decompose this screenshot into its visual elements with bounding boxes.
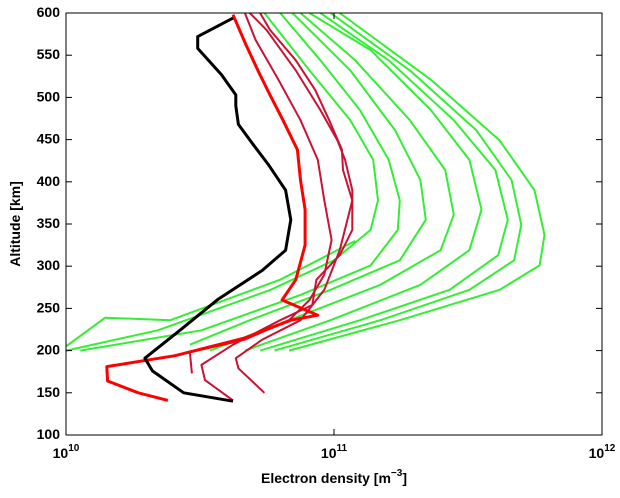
y-tick-label: 250 xyxy=(37,299,61,315)
profile-line xyxy=(200,13,354,402)
y-tick-label: 150 xyxy=(37,384,61,400)
y-tick-label: 500 xyxy=(37,88,61,104)
profile-line xyxy=(274,13,523,352)
y-axis-label: Altitude [km] xyxy=(7,181,23,267)
y-tick-label: 200 xyxy=(37,341,61,357)
x-tick-label: 1010 xyxy=(53,443,80,461)
y-tick-label: 600 xyxy=(37,4,61,20)
profile-line xyxy=(66,240,356,348)
y-tick-label: 100 xyxy=(37,426,61,442)
profile-line xyxy=(244,13,483,352)
profile-line xyxy=(288,13,546,352)
profile-line xyxy=(143,16,293,403)
y-tick-label: 450 xyxy=(37,130,61,146)
x-axis-label: Electron density [m−3] xyxy=(261,468,407,486)
profile-line xyxy=(66,13,379,352)
profile-line xyxy=(80,13,401,352)
profile-line xyxy=(259,13,509,352)
y-tick-label: 550 xyxy=(37,46,61,62)
profile-line xyxy=(189,13,427,346)
x-tick-label: 1012 xyxy=(589,443,616,461)
y-tick-label: 400 xyxy=(37,173,61,189)
y-tick-label: 300 xyxy=(37,257,61,273)
profile-line xyxy=(209,13,455,352)
x-tick-label: 1011 xyxy=(321,443,348,461)
y-tick-label: 350 xyxy=(37,215,61,231)
profile-line xyxy=(105,14,320,402)
profile-line xyxy=(188,13,333,374)
